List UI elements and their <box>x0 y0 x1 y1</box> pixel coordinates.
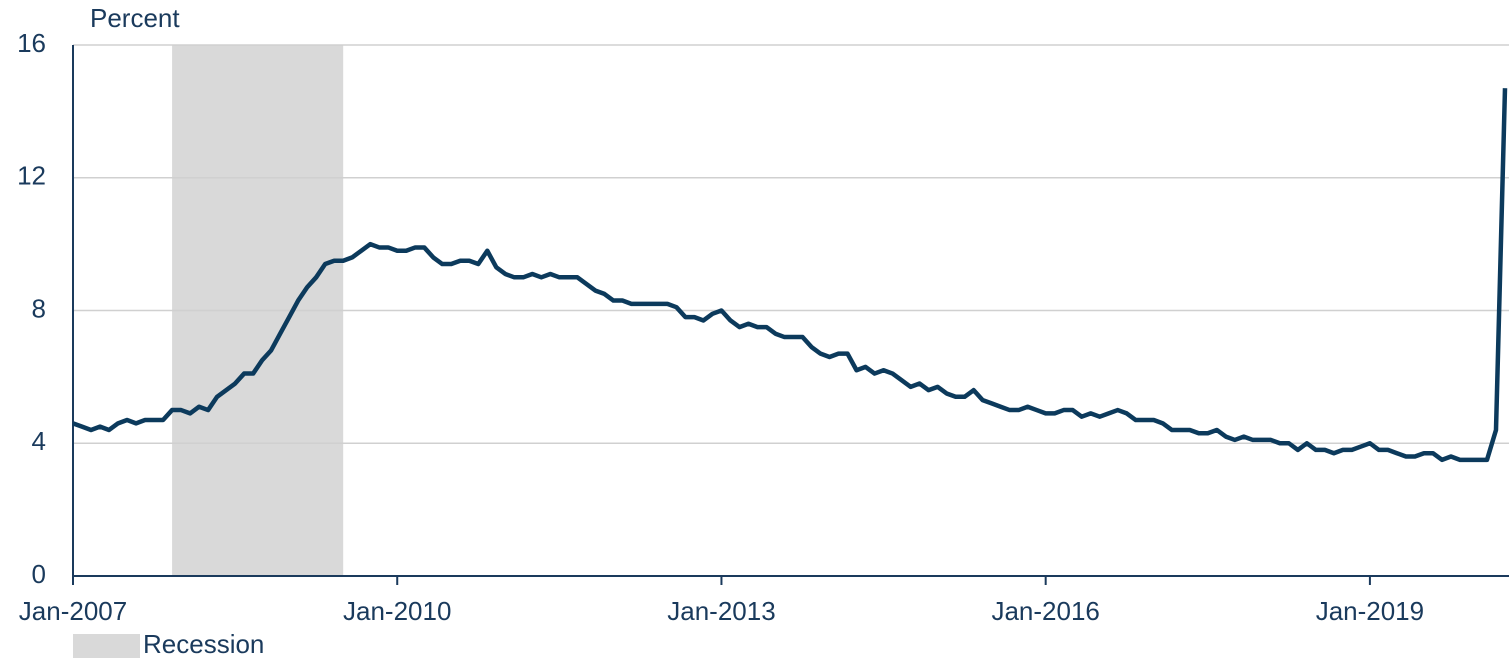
y-tick-label: 12 <box>17 161 46 191</box>
y-tick-label: 16 <box>17 28 46 58</box>
x-tick-label: Jan-2013 <box>667 596 775 626</box>
legend-label: Recession <box>143 629 264 659</box>
series-line <box>72 88 1508 463</box>
x-tick-label: Jan-2016 <box>991 596 1099 626</box>
legend-swatch <box>73 634 140 658</box>
y-tick-label: 4 <box>32 426 46 456</box>
y-tick-label: 8 <box>32 293 46 323</box>
x-tick-label: Jan-2007 <box>19 596 127 626</box>
x-tick-label: Jan-2010 <box>343 596 451 626</box>
y-tick-label: 0 <box>32 559 46 589</box>
y-axis-label: Percent <box>90 3 180 33</box>
x-tick-label: Jan-2019 <box>1316 596 1424 626</box>
